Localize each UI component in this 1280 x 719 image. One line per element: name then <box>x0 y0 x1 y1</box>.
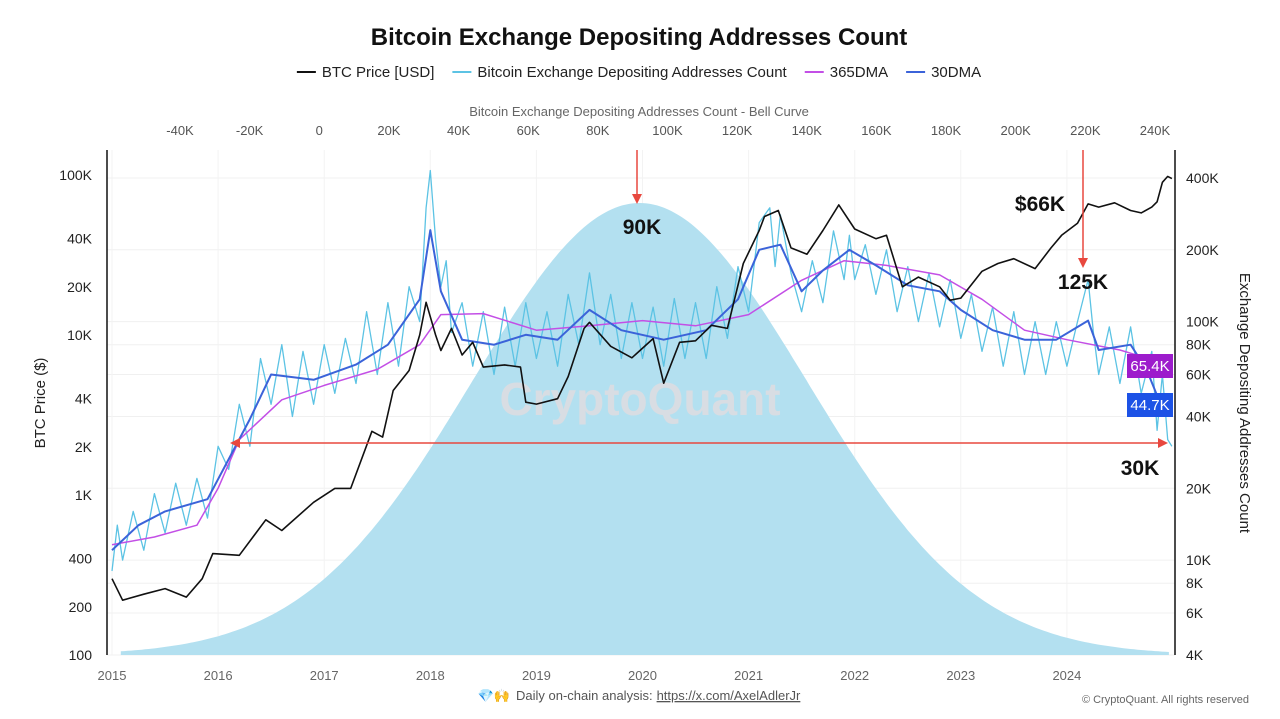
right-tick-label: 400K <box>1186 170 1219 186</box>
top-tick-label: 0 <box>316 123 323 138</box>
left-axis-title: BTC Price ($) <box>32 358 49 449</box>
top-tick-label: 160K <box>861 123 892 138</box>
bottom-tick-label: 2017 <box>310 668 339 683</box>
badge-365dma: 65.4K <box>1127 354 1173 378</box>
annotation-66k: $66K <box>1015 193 1065 216</box>
top-tick-label: 200K <box>1000 123 1031 138</box>
bottom-tick-label: 2021 <box>734 668 763 683</box>
right-tick-label: 20K <box>1186 480 1212 496</box>
left-tick-label: 4K <box>75 391 93 407</box>
annotation-125k: 125K <box>1058 271 1108 294</box>
top-tick-label: 180K <box>931 123 962 138</box>
annotation-30k: 30K <box>1121 457 1160 480</box>
footer-link[interactable]: https://x.com/AxelAdlerJr <box>657 688 801 703</box>
right-tick-label: 4K <box>1186 647 1204 663</box>
top-tick-label: -40K <box>166 123 194 138</box>
axes: 100 200 400 1K 2K 4K 10K 20K 40K 100K 4K 6K 8K 10K 20K… <box>59 123 1219 683</box>
left-tick-label: 40K <box>67 231 93 247</box>
arrowhead-90k <box>632 194 642 204</box>
badge-365dma-bg <box>1127 354 1173 378</box>
legend-label-30dma[interactable]: 30DMA <box>931 64 981 81</box>
right-tick-label: 80K <box>1186 337 1212 353</box>
series-btc-price-line <box>111 175 1173 602</box>
watermark: CryptoQuant <box>499 373 780 425</box>
arrowhead-125k <box>1078 258 1088 268</box>
top-tick-label: -20K <box>236 123 264 138</box>
copyright: © CryptoQuant. All rights reserved <box>1082 694 1249 706</box>
top-axis-title: Bitcoin Exchange Depositing Addresses Co… <box>469 104 809 119</box>
right-tick-label: 40K <box>1186 409 1212 425</box>
footer-text: Daily on-chain analysis: <box>516 688 653 703</box>
top-tick-label: 120K <box>722 123 753 138</box>
left-tick-label: 100K <box>59 167 92 183</box>
top-tick-label: 20K <box>377 123 400 138</box>
right-tick-label: 6K <box>1186 605 1204 621</box>
left-tick-label: 2K <box>75 439 93 455</box>
legend-label-365dma[interactable]: 365DMA <box>830 64 888 81</box>
right-tick-label: 60K <box>1186 367 1212 383</box>
legend-label-addresses[interactable]: Bitcoin Exchange Depositing Addresses Co… <box>477 64 787 81</box>
legend-label-btc[interactable]: BTC Price [USD] <box>322 64 435 81</box>
annotation-90k: 90K <box>623 216 662 239</box>
bottom-tick-label: 2020 <box>628 668 657 683</box>
left-tick-label: 20K <box>67 279 93 295</box>
top-tick-label: 40K <box>447 123 470 138</box>
top-tick-label: 140K <box>792 123 823 138</box>
right-axis-title: Exchange Depositing Addresses Count <box>1236 273 1253 534</box>
bottom-tick-label: 2022 <box>840 668 869 683</box>
bottom-tick-label: 2024 <box>1052 668 1081 683</box>
legend: BTC Price [USD] Bitcoin Exchange Deposit… <box>296 64 981 81</box>
badge-30dma: 44.7K <box>1127 393 1173 417</box>
annotations: 90K $66K 125K 30K <box>230 150 1168 480</box>
badge-30dma-value: 44.7K <box>1130 397 1169 414</box>
right-tick-label: 8K <box>1186 575 1204 591</box>
arrowhead-left <box>230 438 240 448</box>
badge-365dma-value: 65.4K <box>1130 358 1169 375</box>
top-tick-label: 220K <box>1070 123 1101 138</box>
left-tick-label: 200 <box>69 599 93 615</box>
left-tick-label: 1K <box>75 487 93 503</box>
bell-curve <box>120 203 1169 655</box>
badge-30dma-bg <box>1127 393 1173 417</box>
top-tick-label: 80K <box>586 123 609 138</box>
chart-title: Bitcoin Exchange Depositing Addresses Co… <box>371 24 908 51</box>
footer-emoji: 💎🙌 <box>478 688 510 703</box>
left-tick-label: 400 <box>69 551 93 567</box>
bottom-tick-label: 2019 <box>522 668 551 683</box>
top-tick-label: 100K <box>652 123 683 138</box>
right-tick-label: 10K <box>1186 552 1212 568</box>
right-tick-label: 100K <box>1186 314 1219 330</box>
arrowhead-right <box>1158 438 1168 448</box>
bottom-tick-label: 2015 <box>98 668 127 683</box>
left-tick-label: 100 <box>69 647 93 663</box>
bottom-tick-label: 2018 <box>416 668 445 683</box>
bottom-tick-label: 2023 <box>946 668 975 683</box>
bottom-tick-label: 2016 <box>204 668 233 683</box>
top-tick-label: 60K <box>517 123 540 138</box>
right-tick-label: 200K <box>1186 242 1219 258</box>
left-tick-label: 10K <box>67 327 93 343</box>
top-tick-label: 240K <box>1140 123 1171 138</box>
